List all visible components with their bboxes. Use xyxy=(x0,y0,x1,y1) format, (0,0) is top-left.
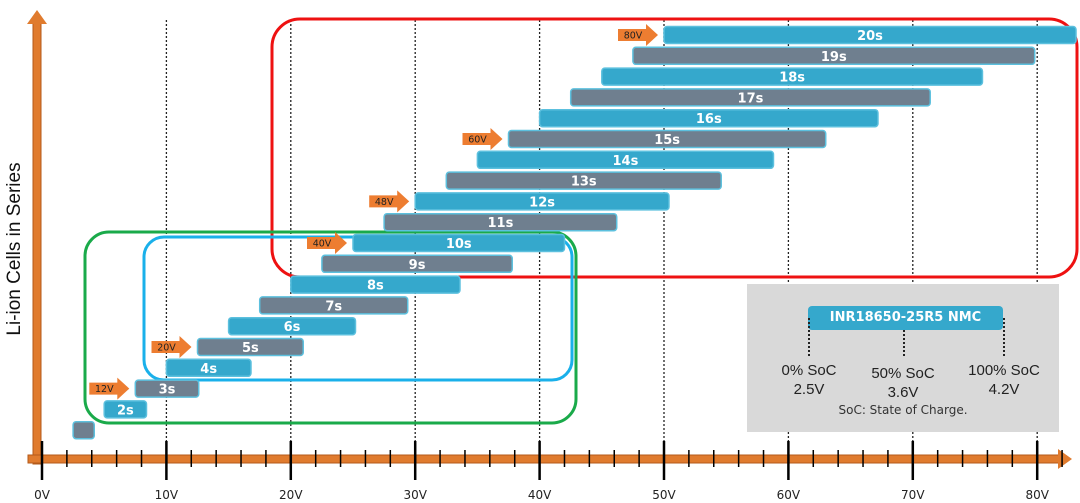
bar-label: 17s xyxy=(738,91,764,106)
legend-point-50: 50% SoC 3.6V xyxy=(871,365,935,401)
bar-16s xyxy=(538,108,879,128)
legend-point-100: 100% SoC 4.2V xyxy=(968,362,1040,398)
x-tick-label: 0V xyxy=(34,488,51,502)
nominal-arrow-icon xyxy=(369,190,410,213)
bar-14s xyxy=(476,150,775,170)
legend-point-0: 0% SoC 2.5V xyxy=(781,362,837,398)
red-group-box xyxy=(270,17,1079,279)
bar-label: 10s xyxy=(446,237,472,252)
bar-2s xyxy=(103,400,148,419)
nominal-arrow-icon xyxy=(307,232,347,254)
bar-label: 20s xyxy=(857,29,883,44)
bar-label: 2s xyxy=(117,403,134,418)
nominal-voltage-label: 40V xyxy=(313,239,332,250)
legend-leader-50 xyxy=(903,330,905,356)
x-tick-label: 70V xyxy=(901,488,925,502)
bar-label: 11s xyxy=(487,216,513,231)
bar-13s xyxy=(445,171,722,190)
bar-8s xyxy=(290,275,461,294)
bar-17s xyxy=(569,88,931,107)
x-tick-label: 50V xyxy=(652,488,676,502)
bar-15s xyxy=(507,129,827,149)
bar-18s xyxy=(601,67,984,86)
x-axis-arrow-icon xyxy=(1058,449,1072,469)
bar-label: 5s xyxy=(242,341,259,356)
legend-note: SoC: State of Charge. xyxy=(838,403,968,417)
legend-cell-name: INR18650-25R5 NMC xyxy=(808,306,1003,330)
x-tick-label: 20V xyxy=(279,488,303,502)
bar-5s xyxy=(196,337,304,357)
x-tick-label: 60V xyxy=(777,488,801,502)
green-group-box xyxy=(83,230,578,425)
bar-label: 12s xyxy=(529,195,555,210)
bar-label: 9s xyxy=(409,258,426,273)
bar-label: 3s xyxy=(159,383,176,398)
nominal-voltage-label: 12V xyxy=(95,384,114,395)
nominal-voltage-label: 20V xyxy=(157,343,176,354)
legend-leader-100 xyxy=(1003,318,1005,356)
y-axis-arrow-icon xyxy=(27,10,47,24)
bar-20s xyxy=(663,25,1077,45)
cell-legend: INR18650-25R5 NMC 0% SoC 2.5V 50% SoC 3.6V… xyxy=(747,284,1059,432)
bar-label: 6s xyxy=(284,320,301,335)
y-axis-label: Li-ion Cells in Series xyxy=(4,162,25,336)
legend-leader-0 xyxy=(808,318,810,356)
bar-4s xyxy=(165,358,252,378)
x-tick-label: 40V xyxy=(528,488,552,502)
bar-label: 8s xyxy=(367,279,384,294)
x-axis xyxy=(27,454,1061,464)
bar-1s xyxy=(72,420,95,440)
bar-label: 18s xyxy=(779,71,805,86)
nominal-arrow-icon xyxy=(462,128,503,150)
bar-11s xyxy=(383,212,618,232)
x-tick-label: 10V xyxy=(155,488,179,502)
nominal-voltage-label: 80V xyxy=(624,31,643,42)
bar-label: 15s xyxy=(654,133,680,148)
bar-label: 16s xyxy=(696,112,722,127)
bar-label: 14s xyxy=(613,154,639,169)
bar-19s xyxy=(632,46,1036,66)
bar-12s xyxy=(414,192,670,211)
x-tick-label: 80V xyxy=(1025,488,1049,502)
bar-6s xyxy=(227,316,357,336)
bar-9s xyxy=(321,254,513,274)
x-tick-label: 30V xyxy=(403,488,427,502)
bar-3s xyxy=(134,379,200,398)
nominal-voltage-label: 60V xyxy=(468,135,487,146)
nominal-arrow-icon xyxy=(151,336,192,358)
bar-10s xyxy=(352,233,566,253)
bar-label: 19s xyxy=(821,50,847,65)
nominal-arrow-icon xyxy=(89,377,130,400)
bar-label: 4s xyxy=(200,362,217,377)
nominal-voltage-label: 48V xyxy=(375,197,394,208)
bar-label: 7s xyxy=(325,299,342,314)
nominal-arrow-icon xyxy=(618,24,658,46)
bar-label: 13s xyxy=(571,175,597,190)
bar-7s xyxy=(258,296,409,315)
y-axis xyxy=(32,19,42,465)
